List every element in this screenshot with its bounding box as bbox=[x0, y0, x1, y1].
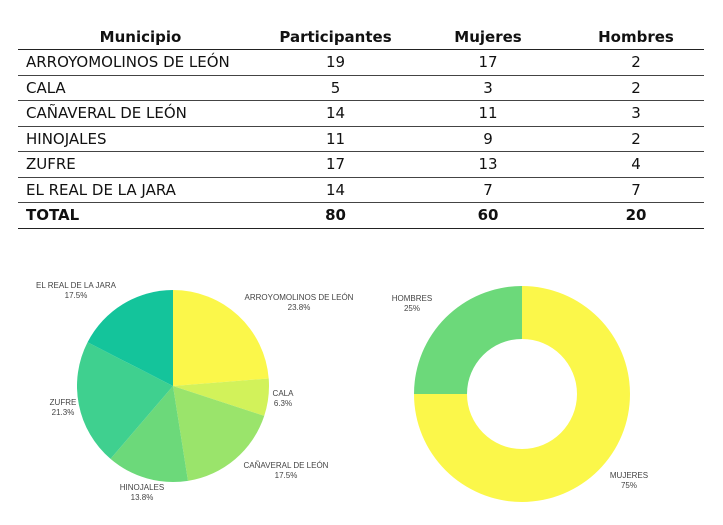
genero-label-mujeres: MUJERES bbox=[610, 471, 648, 480]
municipios-slice-arroyomolinos-de-leon bbox=[173, 290, 269, 386]
cell-mujeres: 13 bbox=[408, 151, 568, 178]
municipios-label-cala: CALA bbox=[273, 389, 295, 398]
municipios-slice-cala bbox=[173, 378, 269, 416]
municipios-label-hinojales: HINOJALES bbox=[120, 483, 164, 492]
table-row: HINOJALES 11 9 2 bbox=[18, 126, 704, 152]
cell-municipio: CALA bbox=[18, 75, 263, 101]
cell-mujeres: 9 bbox=[408, 126, 568, 152]
table-row: EL REAL DE LA JARA 14 7 7 bbox=[18, 177, 704, 203]
municipios-slice-el-real-de-la-jara bbox=[87, 290, 173, 386]
cell-municipio: ARROYOMOLINOS DE LEÓN bbox=[18, 49, 263, 76]
cell-hombres: 3 bbox=[568, 100, 704, 127]
municipios-label-canaveral-de-leon: CAÑAVERAL DE LEÓN bbox=[244, 461, 329, 470]
total-mujeres: 60 bbox=[408, 202, 568, 229]
cell-participantes: 14 bbox=[263, 100, 408, 127]
municipios-value-label-arroyomolinos-de-leon: 23.8% bbox=[288, 303, 311, 312]
municipios-value-label-zufre: 21.3% bbox=[52, 408, 75, 417]
header-mujeres: Mujeres bbox=[408, 24, 568, 50]
table-header-row: Municipio Participantes Mujeres Hombres bbox=[18, 24, 704, 50]
participants-table: Municipio Participantes Mujeres Hombres … bbox=[18, 24, 704, 229]
municipios-value-label-hinojales: 13.8% bbox=[131, 493, 154, 502]
participants-table-wrap: Municipio Participantes Mujeres Hombres … bbox=[18, 24, 704, 229]
genero-value-label-hombres: 25% bbox=[404, 304, 420, 313]
municipios-value-label-canaveral-de-leon: 17.5% bbox=[275, 471, 298, 480]
municipios-slice-zufre bbox=[77, 342, 173, 459]
cell-mujeres: 17 bbox=[408, 49, 568, 76]
cell-municipio: EL REAL DE LA JARA bbox=[18, 177, 263, 203]
cell-participantes: 14 bbox=[263, 177, 408, 203]
table-total-row: TOTAL 80 60 20 bbox=[18, 202, 704, 229]
genero-slice-hombres bbox=[414, 286, 522, 394]
municipios-label-zufre: ZUFRE bbox=[50, 398, 77, 407]
cell-municipio: HINOJALES bbox=[18, 126, 263, 152]
municipios-slice-canaveral-de-leon bbox=[173, 386, 265, 481]
table-row: ZUFRE 17 13 4 bbox=[18, 151, 704, 178]
cell-mujeres: 7 bbox=[408, 177, 568, 203]
genero-slice-mujeres bbox=[414, 286, 630, 502]
cell-participantes: 5 bbox=[263, 75, 408, 101]
cell-participantes: 17 bbox=[263, 151, 408, 178]
table-row: CAÑAVERAL DE LEÓN 14 11 3 bbox=[18, 100, 704, 127]
cell-hombres: 2 bbox=[568, 75, 704, 101]
header-participantes: Participantes bbox=[263, 24, 408, 50]
municipios-slice-hinojales bbox=[110, 386, 188, 482]
genero-label-hombres: HOMBRES bbox=[392, 294, 432, 303]
cell-participantes: 19 bbox=[263, 49, 408, 76]
cell-hombres: 2 bbox=[568, 49, 704, 76]
municipios-value-label-cala: 6.3% bbox=[274, 399, 292, 408]
total-label: TOTAL bbox=[18, 202, 263, 229]
cell-mujeres: 3 bbox=[408, 75, 568, 101]
total-participantes: 80 bbox=[263, 202, 408, 229]
cell-participantes: 11 bbox=[263, 126, 408, 152]
table-row: CALA 5 3 2 bbox=[18, 75, 704, 101]
cell-hombres: 2 bbox=[568, 126, 704, 152]
header-municipio: Municipio bbox=[18, 24, 263, 50]
genero-value-label-mujeres: 75% bbox=[621, 481, 637, 490]
municipios-value-label-el-real-de-la-jara: 17.5% bbox=[65, 291, 88, 300]
cell-mujeres: 11 bbox=[408, 100, 568, 127]
municipios-label-arroyomolinos-de-leon: ARROYOMOLINOS DE LEÓN bbox=[245, 293, 354, 302]
total-hombres: 20 bbox=[568, 202, 704, 229]
cell-hombres: 7 bbox=[568, 177, 704, 203]
header-hombres: Hombres bbox=[568, 24, 704, 50]
cell-municipio: CAÑAVERAL DE LEÓN bbox=[18, 100, 263, 127]
cell-hombres: 4 bbox=[568, 151, 704, 178]
municipios-label-el-real-de-la-jara: EL REAL DE LA JARA bbox=[36, 281, 117, 290]
table-row: ARROYOMOLINOS DE LEÓN 19 17 2 bbox=[18, 49, 704, 76]
cell-municipio: ZUFRE bbox=[18, 151, 263, 178]
